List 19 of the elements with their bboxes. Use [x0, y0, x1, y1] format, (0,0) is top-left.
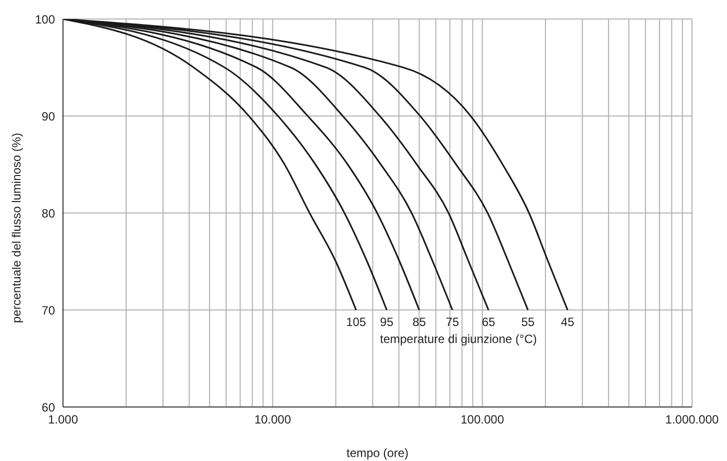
x-tick-label: 1.000.000 — [665, 412, 720, 427]
y-tick-label: 80 — [42, 206, 56, 220]
x-tick-label: 10.000 — [254, 412, 292, 427]
annotation: temperature di giunzione (°C) — [380, 332, 537, 346]
series-label: 75 — [446, 315, 460, 329]
x-tick-label: 100.000 — [460, 412, 504, 427]
y-tick-label: 100 — [34, 12, 56, 26]
x-tick-label: 1.000 — [48, 412, 78, 427]
y-axis-title: percentuale del flusso luminoso (%) — [9, 132, 24, 323]
series-label: 95 — [380, 315, 394, 329]
series-label: 65 — [482, 315, 496, 329]
series-label: 55 — [521, 315, 535, 329]
series-label: 105 — [346, 315, 366, 329]
y-tick-label: 70 — [42, 303, 56, 318]
y-tick-label: 60 — [42, 400, 56, 414]
series-label: 85 — [412, 315, 426, 329]
x-axis-title: tempo (ore) — [346, 446, 409, 460]
y-tick-label: 90 — [42, 109, 56, 124]
series-label: 45 — [560, 315, 575, 329]
